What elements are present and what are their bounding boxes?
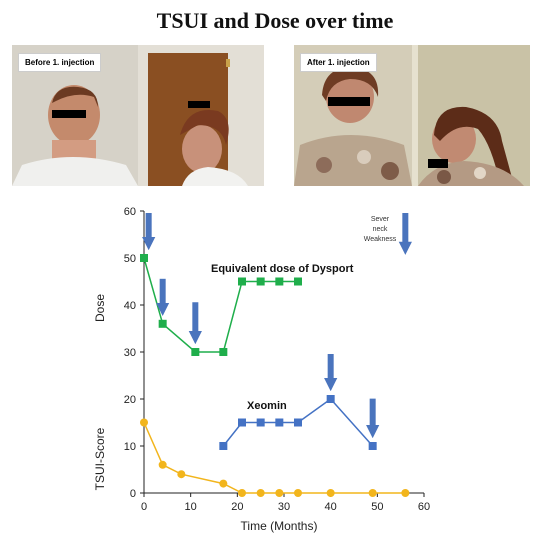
x-tick-label: 60: [418, 501, 430, 513]
figure-title: TSUI and Dose over time: [156, 8, 394, 33]
tick-labels: 0 10 20 30 40 50 60 0 10 20 30 40 50 60: [124, 206, 430, 513]
photo-before-injection: Before 1. injection: [12, 45, 264, 186]
xeomin-point: [219, 442, 228, 450]
dysport-point: [191, 348, 200, 356]
y-tick-label: 0: [130, 488, 136, 500]
tsui-score-point: [256, 489, 265, 497]
x-tick-label: 20: [231, 501, 243, 513]
injection-arrows: [142, 213, 412, 439]
tsui-score-line: [143, 422, 406, 494]
dysport-point: [140, 254, 148, 262]
tick-marks: [140, 210, 425, 497]
y-tick-label: 40: [124, 300, 136, 312]
tsui-score-point: [140, 418, 148, 427]
y-tick-label: 50: [124, 253, 136, 265]
y-tick-label: 20: [124, 394, 136, 406]
y-axis-label-dose: Dose: [93, 294, 107, 322]
x-tick-label: 30: [278, 501, 290, 513]
tsui-score-point: [177, 470, 186, 479]
xeomin-point: [256, 418, 265, 427]
tsui-score-point: [294, 489, 302, 497]
tsui-score-point: [219, 479, 228, 488]
tsui-score-point: [326, 489, 335, 497]
photo-after-injection: After 1. injection: [294, 45, 530, 186]
y-tick-label: 30: [124, 347, 136, 359]
series-xeomin: [219, 395, 377, 450]
xeomin-point: [294, 418, 302, 427]
after-injection-label: After 1. injection: [300, 53, 377, 72]
dysport-point: [158, 319, 167, 328]
sever-text: Sever: [371, 216, 390, 223]
neck-text: neck: [373, 226, 388, 233]
y-axis-label-tsui: TSUI-Score: [93, 427, 107, 490]
x-axis-label: Time (Months): [241, 519, 318, 533]
series-layer: [140, 254, 410, 497]
y-tick-label: 10: [124, 441, 136, 453]
dysport-annotation: Equivalent dose of Dysport: [211, 263, 354, 275]
tsui-score-point: [238, 489, 246, 497]
xeomin-point: [275, 418, 284, 427]
tsui-score-point: [401, 489, 410, 497]
axes: [143, 211, 424, 494]
patient-photo-after: [294, 45, 530, 186]
weakness-text: Weakness: [364, 236, 397, 243]
xeomin-point: [238, 418, 246, 427]
dysport-point: [256, 277, 265, 286]
x-tick-label: 40: [325, 501, 337, 513]
tsui-score-point: [275, 489, 284, 497]
dysport-point: [238, 277, 246, 286]
dysport-point: [275, 277, 284, 286]
series-tsui-score: [140, 418, 410, 497]
x-tick-label: 10: [185, 501, 197, 513]
before-injection-label: Before 1. injection: [18, 53, 102, 72]
dysport-point: [294, 277, 302, 286]
series-dysport: [140, 254, 302, 356]
tsui-score-point: [158, 460, 167, 469]
dysport-point: [219, 348, 228, 356]
tsui-score-point: [368, 489, 377, 497]
patient-photo-before: [12, 45, 264, 186]
xeomin-point: [368, 442, 377, 450]
xeomin-annotation: Xeomin: [247, 400, 287, 412]
x-tick-label: 50: [371, 501, 383, 513]
x-tick-label: 0: [141, 501, 147, 513]
dose-tsui-chart: 0 10 20 30 40 50 60 0 10 20 30 40 50 60 Time (Months)…: [93, 206, 430, 533]
y-tick-label: 60: [124, 206, 136, 218]
sever-neck-weakness-annotation: Sever neck Weakness: [364, 216, 397, 243]
xeomin-point: [326, 395, 335, 403]
